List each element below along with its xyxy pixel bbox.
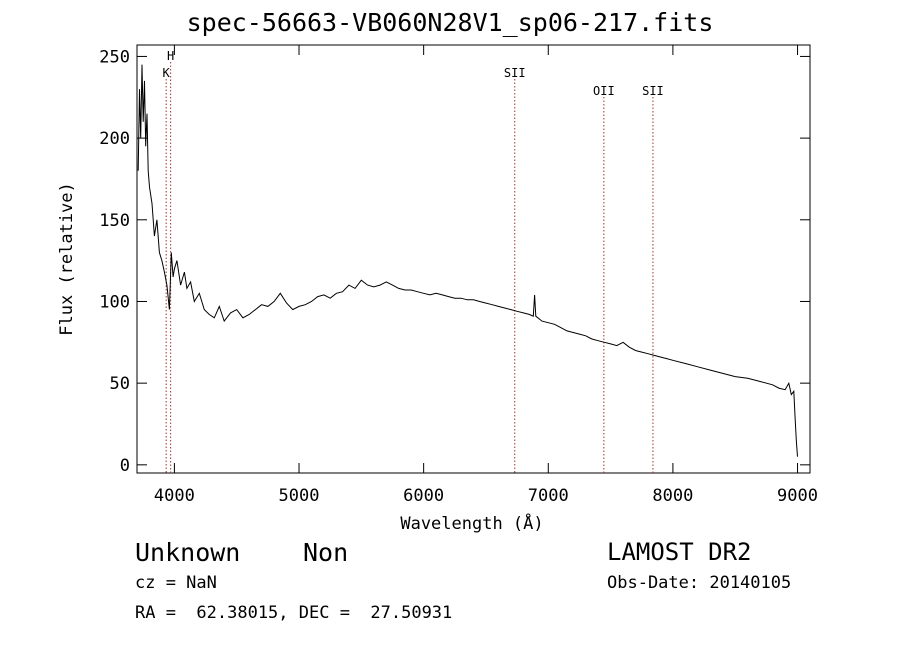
- x-tick-label: 4000: [154, 486, 195, 506]
- y-tick-label: 0: [120, 456, 130, 476]
- line-marker-label: H: [167, 49, 174, 63]
- chart-title: spec-56663-VB060N28V1_sp06-217.fits: [186, 8, 714, 37]
- x-tick-label: 6000: [403, 486, 444, 506]
- line-marker-label: K: [163, 66, 171, 80]
- y-axis-label: Flux (relative): [57, 182, 77, 336]
- redshift-cz: cz = NaN: [135, 573, 217, 593]
- line-marker-label: SII: [642, 84, 664, 98]
- x-axis-label: Wavelength (Å): [400, 512, 543, 534]
- observation-date: Obs-Date: 20140105: [607, 573, 792, 593]
- y-tick-label: 250: [99, 47, 130, 67]
- spectrum-line: [137, 64, 798, 457]
- line-marker-label: SII: [504, 66, 526, 80]
- x-tick-label: 7000: [528, 486, 569, 506]
- object-subclass: Non: [303, 538, 349, 567]
- y-tick-label: 150: [99, 211, 130, 231]
- y-tick-label: 200: [99, 129, 130, 149]
- x-tick-label: 5000: [279, 486, 320, 506]
- y-tick-label: 100: [99, 292, 130, 312]
- line-marker-label: OII: [593, 84, 615, 98]
- object-class: Unknown: [135, 538, 241, 567]
- x-tick-label: 9000: [777, 486, 818, 506]
- plot-frame: [136, 44, 811, 474]
- x-tick-label: 8000: [652, 486, 693, 506]
- ra-dec-coordinates: RA = 62.38015, DEC = 27.50931: [135, 603, 453, 623]
- axis-ticks: 4000 5000 6000 7000 8000 9000 0 50 100 150 200 250: [99, 45, 818, 506]
- survey-name: LAMOST DR2: [607, 538, 752, 566]
- line-markers: HK SII OII SII: [163, 49, 664, 473]
- y-tick-label: 50: [110, 374, 130, 394]
